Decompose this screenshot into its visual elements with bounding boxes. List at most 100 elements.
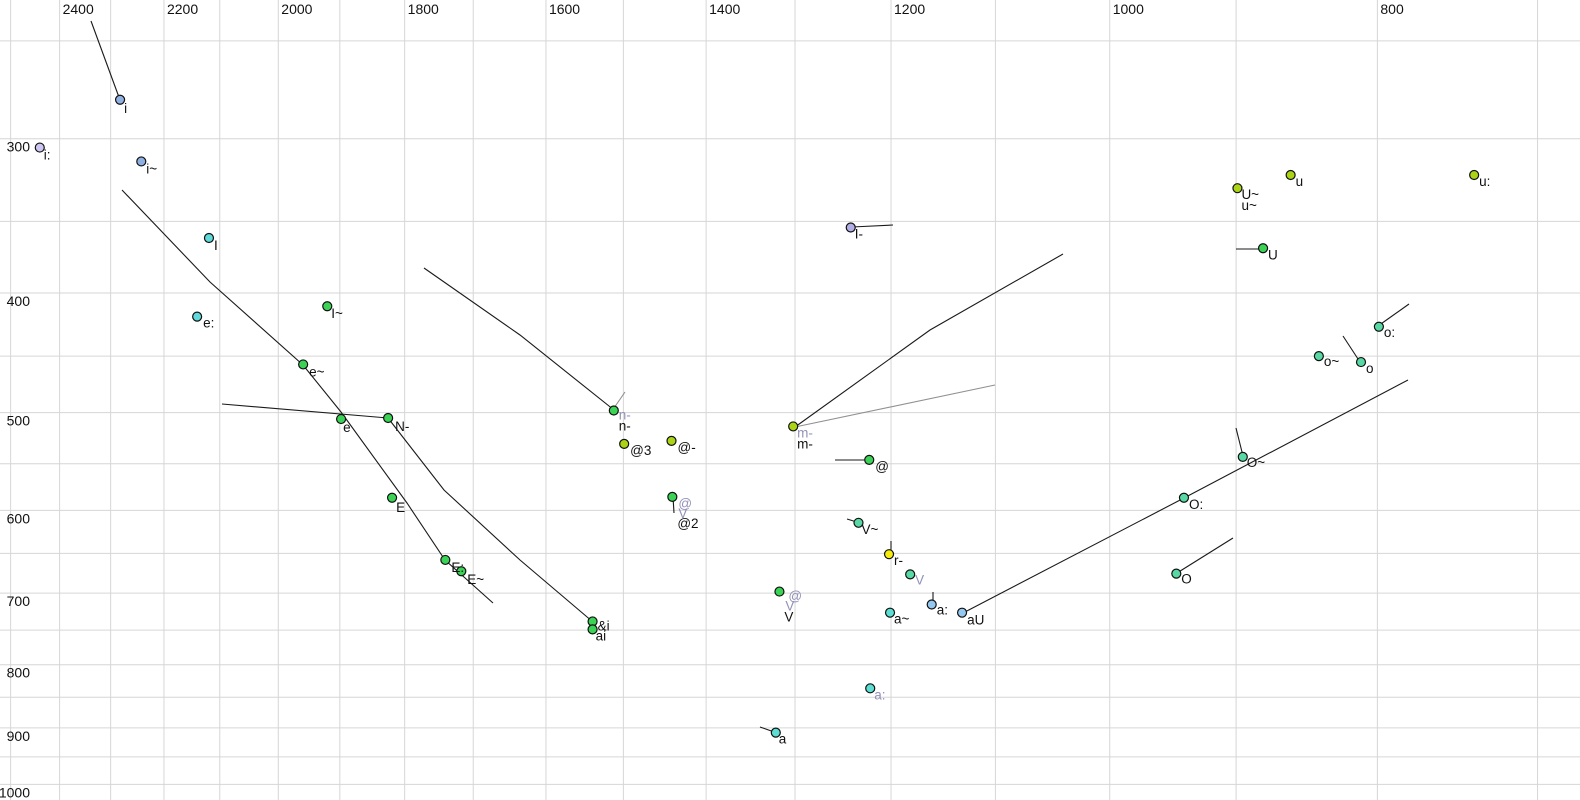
vowel-label-i-nasal: i~ [146,161,157,176]
vowel-label-a: a [779,732,787,747]
track-o [1342,335,1361,363]
vowel-point-ai [587,624,598,635]
x-axis-tick-label: 1000 [1113,1,1144,17]
vowel-label-schwa2: @ [678,496,692,511]
vowel-label-schwa-: @- [678,440,696,455]
vowel-point-E-long [440,554,451,566]
vowel-point-o-nasal [1313,351,1324,362]
vowel-label-E-nasal: E~ [467,572,484,587]
vowel-label-u: u [1296,174,1304,189]
vowel-label-ae-i: &i [598,618,610,633]
vowel-label-U: U [1268,247,1278,262]
vowel-label-o-nasal: o~ [1324,354,1340,369]
vowel-point-n- [608,405,619,416]
vowel-point-V-nasal [853,517,864,528]
track-O-nasal [1235,427,1244,457]
y-axis-tick-label: 900 [7,728,31,744]
vowel-label-N-: N- [395,419,409,434]
vowel-label-V: V [785,599,794,614]
x-axis-tick-label: 1800 [408,1,439,17]
vowel-label-schwa3: @3 [630,443,651,458]
vowel-label-e: e [343,420,351,435]
vowel-label-ai: ai [596,628,607,643]
vowel-label-schwa2: @2 [677,516,698,531]
vowel-label-u-long: u: [1479,174,1490,189]
vowel-label-E-long: E: [451,560,464,575]
vowel-label-I: I [214,238,218,253]
vowel-point-i [114,94,126,105]
vowel-point-e-nasal [298,359,309,370]
vowel-point-schwa [864,454,875,465]
vowel-point-I [203,232,215,244]
x-axis-tick-label: 1400 [709,1,740,17]
vowel-label-O-nasal: O~ [1247,455,1266,470]
track-n [423,267,615,411]
vowel-point-a-long [926,599,937,610]
axis-labels: 2400 2200 2000 1800 1600 1400 1200 1000 800 300 40… [0,1,1404,800]
vowel-point-i-nasal [136,156,147,167]
vowel-point-aU [956,607,968,618]
track-i [90,20,121,101]
vowel-point-E [386,492,398,503]
vowel-point-I-nasal [322,301,333,312]
x-axis-tick-label: 2000 [281,1,312,17]
vowel-label-O-long: O: [1189,497,1203,512]
y-axis-tick-label: 600 [7,510,31,526]
vowel-label-r-: r- [894,553,903,568]
vowel-point-schwa- [666,435,677,446]
vowel-label-aU: aU [967,613,984,628]
vowel-label-a-nasal: a~ [894,612,910,627]
y-axis-tick-label: 300 [7,139,31,155]
vowel-label-i-long: i: [44,148,51,163]
vowel-label-V: V [784,610,793,625]
trajectories [90,20,1410,734]
vowel-point-U-nasal [1232,183,1243,194]
y-axis-tick-label: 400 [7,293,31,309]
vowel-label-V-weak: V [915,572,924,587]
vowel-point-V-weak [905,569,916,580]
vowel-label-V-nasal: V~ [861,522,878,537]
x-axis-tick-label: 1200 [894,1,925,17]
track-front-long [121,189,494,604]
vowel-point-o [1355,356,1367,368]
track-n-grey [613,391,626,409]
vowel-point-a-long-weak [865,683,876,694]
vowel-label-I-nasal: I~ [331,306,343,321]
vowel-point-U [1257,243,1269,254]
vowel-label-U-nasal: u~ [1241,198,1257,213]
vowel-label-I-: I- [855,226,863,241]
vowel-point-O-nasal [1237,451,1248,463]
track-to-N [221,403,389,419]
vowel-point-e [335,413,347,425]
vowel-label-n-: n- [619,408,631,423]
vowel-label-E: E [396,500,405,515]
track-m [794,253,1064,428]
vowel-point-V [774,586,785,597]
vowel-label-e-nasal: e~ [309,364,325,379]
vowel-label-O: O [1181,572,1192,587]
points [34,94,1480,738]
vowel-point-O-long [1178,492,1190,503]
track-I- [851,224,894,228]
vowel-point-schwa3 [619,438,630,450]
vowel-label-o: o [1366,361,1374,376]
vowel-point-i-long [34,142,45,153]
vowel-point-o-long [1373,321,1384,332]
vowel-point-I- [845,222,856,233]
vowel-point-a [770,727,781,738]
vowel-label-schwa: @ [875,459,889,474]
track-m-grey [794,384,996,428]
vowel-point-r- [883,549,895,560]
vowel-label-U-nasal: U~ [1241,187,1259,202]
vowel-label-schwa2: V [678,506,687,521]
vowel-point-O [1171,568,1182,579]
vowel-point-E-nasal [456,566,467,577]
vowel-point-schwa2 [667,491,678,502]
vowel-point-u-long [1469,169,1480,181]
vowel-label-m-: m- [797,436,813,451]
vowel-label-a-long-weak: a: [874,687,885,702]
track-o-long [1377,303,1410,327]
